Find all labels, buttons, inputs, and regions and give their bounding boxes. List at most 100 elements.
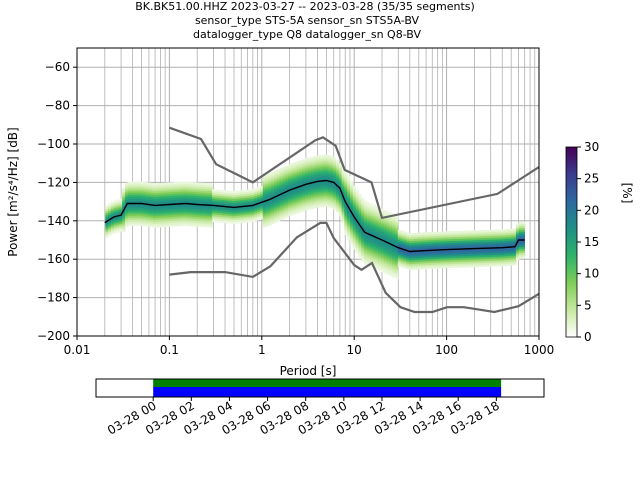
psd-cell <box>195 186 199 189</box>
psd-cell <box>192 182 196 185</box>
psd-cell <box>425 255 430 258</box>
psd-cell <box>153 225 157 228</box>
psd-cell <box>116 212 120 216</box>
psd-cell <box>338 165 343 168</box>
psd-cell <box>181 189 185 192</box>
psd-cell <box>175 218 179 221</box>
psd-cell <box>440 233 444 236</box>
psd-cell <box>122 193 126 196</box>
psd-cell <box>184 217 188 221</box>
psd-cell <box>383 252 388 255</box>
psd-cell <box>155 206 160 209</box>
psd-cell <box>206 221 210 224</box>
psd-cell <box>226 215 230 218</box>
colorbar-tick-label: 5 <box>584 298 592 312</box>
psd-cell <box>462 265 466 268</box>
psd-cell <box>158 221 163 224</box>
psd-cell <box>445 254 450 257</box>
psd-cell <box>240 213 244 216</box>
psd-cell <box>369 232 374 235</box>
psd-cell <box>296 163 300 166</box>
psd-cell <box>372 214 376 217</box>
psd-cell <box>139 194 143 198</box>
psd-cell <box>262 208 267 211</box>
psd-cell <box>167 193 171 197</box>
psd-cell <box>307 205 312 208</box>
psd-cell <box>369 265 374 268</box>
psd-cell <box>389 256 393 259</box>
psd-cell <box>442 242 447 246</box>
psd-cell <box>490 248 495 252</box>
psd-cell <box>319 199 323 202</box>
psd-cell <box>192 193 196 196</box>
psd-cell <box>285 180 289 183</box>
psd-cell <box>507 236 511 239</box>
psd-cell <box>366 248 371 251</box>
psd-cell <box>136 189 140 192</box>
psd-cell <box>428 232 433 235</box>
psd-cell <box>333 194 337 197</box>
psd-cell <box>425 232 430 235</box>
psd-cell <box>245 189 250 192</box>
psd-cell <box>482 262 486 265</box>
psd-cell <box>473 251 478 254</box>
psd-cell <box>476 237 480 241</box>
psd-cell <box>431 247 435 250</box>
psd-cell <box>169 193 174 197</box>
psd-cell <box>265 218 270 221</box>
psd-cell <box>347 226 351 229</box>
psd-cell <box>380 256 385 259</box>
psd-cell <box>473 255 478 258</box>
psd-cell <box>296 199 300 202</box>
psd-cell <box>355 214 360 218</box>
psd-cell <box>155 190 160 194</box>
psd-cell <box>409 252 413 255</box>
psd-cell <box>510 247 514 251</box>
psd-cell <box>206 215 210 218</box>
psd-cell <box>349 228 354 232</box>
psd-cell <box>454 254 458 257</box>
psd-cell <box>288 181 292 184</box>
psd-cell <box>440 246 444 250</box>
psd-cell <box>389 237 393 240</box>
psd-cell <box>479 262 483 266</box>
psd-cell <box>333 201 337 204</box>
psd-cell <box>139 212 143 215</box>
psd-cell <box>302 162 306 166</box>
psd-cell <box>237 203 241 207</box>
psd-cell <box>110 214 115 218</box>
psd-cell <box>456 261 461 264</box>
psd-cell <box>186 208 191 211</box>
psd-cell <box>496 244 500 248</box>
psd-cell <box>476 245 480 248</box>
psd-cell <box>110 232 115 235</box>
psd-cell <box>465 253 469 256</box>
psd-cell <box>234 217 239 220</box>
psd-cell <box>243 191 247 195</box>
psd-cell <box>431 239 435 242</box>
psd-cell <box>189 220 194 223</box>
psd-cell <box>395 219 399 222</box>
psd-cell <box>403 262 407 265</box>
psd-cell <box>327 178 331 181</box>
psd-cell <box>470 263 475 266</box>
psd-cell <box>262 188 267 192</box>
psd-cell <box>198 224 202 228</box>
psd-cell <box>254 189 258 193</box>
psd-cell <box>406 244 410 247</box>
psd-cell <box>361 211 365 214</box>
psd-cell <box>161 192 165 195</box>
psd-cell <box>167 207 171 210</box>
psd-cell <box>448 244 452 247</box>
psd-cell <box>214 195 219 198</box>
psd-cell <box>274 187 278 191</box>
psd-cell <box>302 161 306 164</box>
psd-cell <box>392 261 396 265</box>
psd-cell <box>229 217 233 220</box>
psd-cell <box>214 210 219 213</box>
psd-cell <box>386 220 390 224</box>
psd-cell <box>468 242 472 245</box>
psd-cell <box>352 245 357 248</box>
psd-cell <box>462 263 466 266</box>
psd-cell <box>150 190 154 193</box>
